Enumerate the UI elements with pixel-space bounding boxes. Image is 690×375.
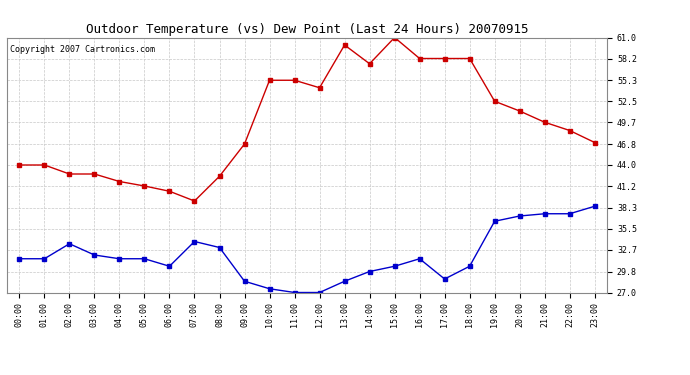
Title: Outdoor Temperature (vs) Dew Point (Last 24 Hours) 20070915: Outdoor Temperature (vs) Dew Point (Last… xyxy=(86,23,529,36)
Text: Copyright 2007 Cartronics.com: Copyright 2007 Cartronics.com xyxy=(10,45,155,54)
